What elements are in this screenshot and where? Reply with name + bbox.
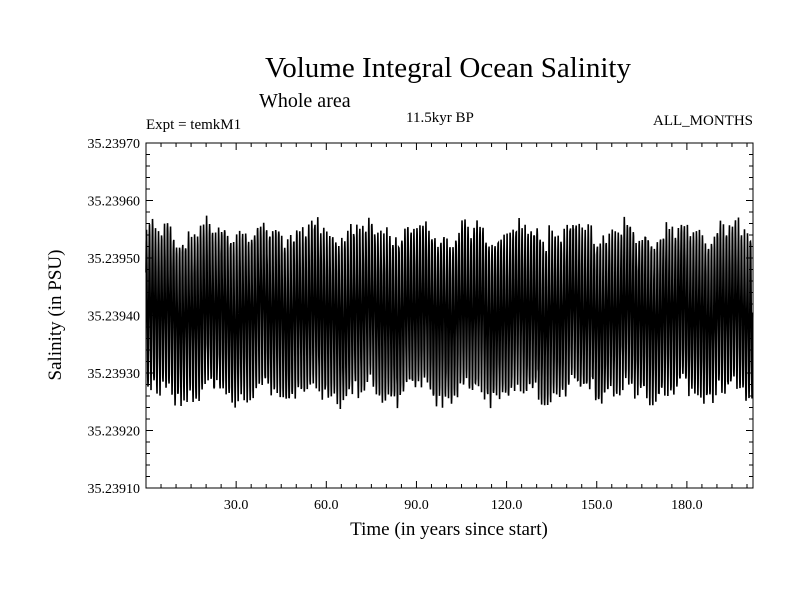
experiment-label: Expt = temkM1 <box>146 117 242 133</box>
y-tick-label: 35.23910 <box>88 482 141 497</box>
chart-title: Volume Integral Ocean Salinity <box>265 52 631 84</box>
y-axis-label: Salinity (in PSU) <box>45 250 66 381</box>
y-tick-label: 35.23930 <box>88 367 141 382</box>
x-tick-label: 60.0 <box>314 498 339 513</box>
series-layer <box>145 215 754 410</box>
y-tick-label: 35.23940 <box>88 310 141 325</box>
x-tick-label: 150.0 <box>581 498 613 513</box>
y-tick-label: 35.23950 <box>88 252 141 267</box>
salinity-series-line <box>145 215 754 410</box>
x-tick-label: 120.0 <box>491 498 523 513</box>
y-tick-label: 35.23960 <box>88 195 141 210</box>
x-tick-label: 180.0 <box>671 498 703 513</box>
months-label: ALL_MONTHS <box>653 113 753 129</box>
chart-subtitle: Whole area <box>259 90 351 112</box>
y-tick-label: 35.23920 <box>88 425 141 440</box>
y-tick-label: 35.23970 <box>88 137 141 152</box>
x-tick-label: 90.0 <box>404 498 429 513</box>
x-axis-label: Time (in years since start) <box>350 519 548 540</box>
ticks-layer: 35.23910 35.23920 35.23930 35.23940 35.23950… <box>88 137 753 513</box>
period-label: 11.5kyr BP <box>406 110 474 126</box>
x-tick-label: 30.0 <box>224 498 249 513</box>
